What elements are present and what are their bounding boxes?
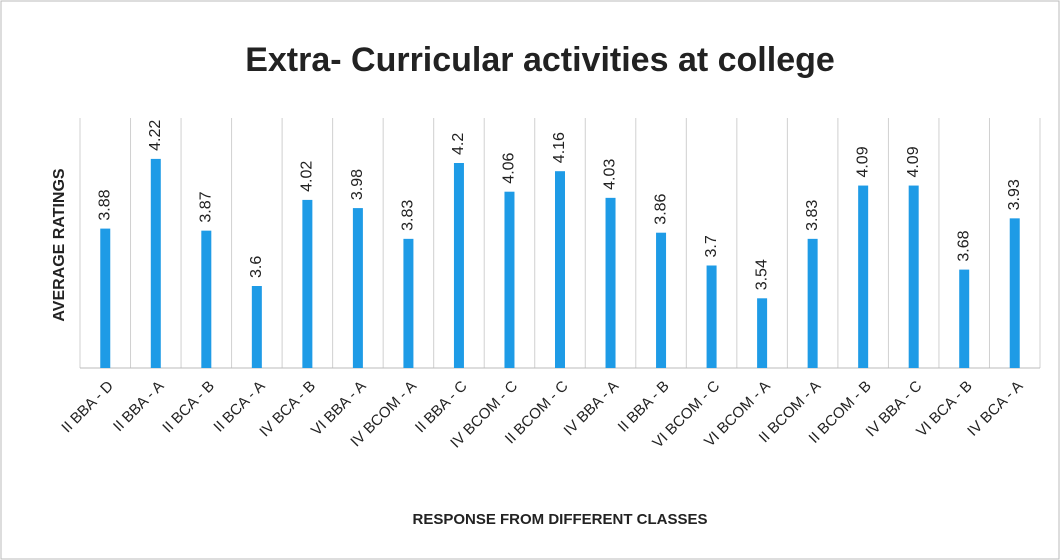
bar <box>706 265 717 368</box>
bar <box>858 185 869 368</box>
bar <box>302 199 313 368</box>
bar <box>201 230 212 368</box>
value-label: 3.6 <box>248 256 265 278</box>
bar <box>807 238 818 368</box>
bar <box>605 197 616 368</box>
bar <box>251 286 262 368</box>
bar <box>100 228 111 368</box>
bar <box>1009 218 1020 368</box>
value-label: 3.86 <box>652 193 669 224</box>
value-label: 3.87 <box>198 191 215 222</box>
bar <box>352 208 363 368</box>
value-label: 3.83 <box>804 200 821 231</box>
value-label: 4.09 <box>854 146 871 177</box>
value-label: 3.54 <box>753 259 770 290</box>
y-axis-label: AVERAGE RATINGS <box>51 168 68 322</box>
value-label: 3.88 <box>96 189 113 220</box>
bar <box>403 238 414 368</box>
value-label: 3.83 <box>400 200 417 231</box>
bar <box>555 171 565 368</box>
value-label: 4.03 <box>602 159 619 190</box>
bar <box>453 163 464 368</box>
bar <box>908 185 919 368</box>
bar <box>656 232 667 368</box>
value-label: 3.98 <box>349 169 366 200</box>
value-label: 4.09 <box>905 146 922 177</box>
bar <box>504 191 515 368</box>
chart-title: Extra- Curricular activities at college <box>245 41 835 79</box>
value-label: 3.93 <box>1006 179 1023 210</box>
value-label: 3.7 <box>703 235 720 257</box>
bar <box>150 158 161 368</box>
value-label: 4.16 <box>551 132 568 163</box>
value-label: 4.22 <box>147 120 164 151</box>
x-axis-label: RESPONSE FROM DIFFERENT CLASSES <box>412 511 707 528</box>
value-label: 4.06 <box>501 152 518 183</box>
bar <box>959 269 970 368</box>
value-label: 4.2 <box>450 133 467 155</box>
value-label: 3.68 <box>955 230 972 261</box>
value-label: 4.02 <box>299 161 316 192</box>
bar <box>757 298 768 368</box>
